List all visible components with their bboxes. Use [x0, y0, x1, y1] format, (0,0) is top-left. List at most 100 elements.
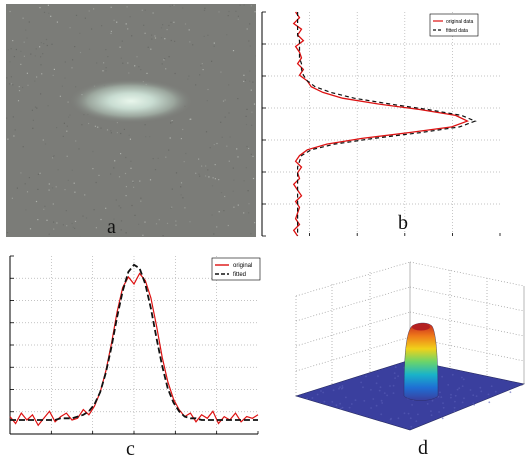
- chart-d-floor-noise: [439, 391, 441, 394]
- chart-d-floor-noise: [453, 410, 456, 413]
- chart-d-floor-noise: [397, 417, 400, 420]
- chart-d-floor-noise: [380, 399, 383, 402]
- chart-d-floor-noise: [453, 406, 456, 409]
- chart-d-floor-noise: [338, 387, 340, 390]
- chart-d-grid-line: [295, 311, 411, 347]
- chart-d-floor-noise: [461, 385, 464, 387]
- chart-d-floor-noise: [509, 391, 512, 394]
- chart-d-floor-noise: [363, 400, 366, 402]
- chart-b-legend: original data fitted data: [429, 13, 479, 37]
- chart-b: original data fitted data: [261, 11, 501, 237]
- chart-d-floor-noise: [372, 398, 375, 400]
- panel-b-vertical-profile: original data fitted data b: [258, 4, 530, 240]
- chart-d-floor-noise: [415, 420, 418, 423]
- chart-d-floor-noise: [375, 382, 378, 385]
- chart-d-floor-noise: [461, 376, 463, 379]
- chart-d-floor-noise: [454, 400, 456, 403]
- chart-d-floor-noise: [451, 373, 454, 376]
- chart-c-series-original: [9, 272, 259, 427]
- spot-photo-image: [6, 4, 257, 238]
- chart-d-floor-noise: [360, 381, 362, 384]
- chart-d-floor-noise: [340, 407, 342, 410]
- chart-d-floor-noise: [397, 375, 399, 378]
- chart-d-grid-line: [295, 261, 411, 297]
- chart-d-floor-noise: [386, 394, 388, 397]
- chart-d-floor-noise: [479, 386, 482, 389]
- panel-d-surface-plot: d: [282, 260, 530, 459]
- chart-d-floor-noise: [322, 391, 325, 394]
- chart-b-series-fitted: [296, 12, 477, 236]
- chart-b-series-original: [292, 11, 470, 237]
- chart-d-floor-noise: [450, 396, 452, 399]
- chart-b-legend-label: original data: [446, 19, 473, 25]
- chart-d-floor-noise: [350, 403, 353, 405]
- chart-d-floor-noise: [488, 401, 491, 404]
- light-spot: [69, 79, 193, 123]
- chart-d-floor-noise: [461, 401, 464, 404]
- panel-c-horizontal-profile: original fitted c: [0, 248, 262, 460]
- panel-b-label: b: [398, 212, 408, 234]
- chart-d-floor-noise: [469, 389, 472, 391]
- chart-d-floor-noise: [417, 413, 419, 416]
- chart-d-floor-noise: [394, 377, 396, 379]
- chart-d-grid-line: [409, 286, 525, 312]
- chart-d-floor-noise: [331, 401, 334, 403]
- chart-d-floor-noise: [365, 375, 367, 378]
- panel-a-label: a: [107, 216, 116, 238]
- chart-d-floor-noise: [430, 410, 432, 413]
- chart-d-box-grid: [295, 261, 525, 397]
- chart-d-floor-noise: [473, 403, 476, 406]
- chart-d-floor-noise: [379, 386, 382, 389]
- panel-d-label: d: [418, 437, 428, 459]
- chart-d-floor-noise: [370, 407, 372, 409]
- chart-d-floor-noise: [407, 412, 410, 415]
- chart-d-floor-noise: [441, 375, 443, 378]
- chart-d-floor-noise: [377, 375, 379, 378]
- chart-d-floor-noise: [383, 392, 386, 394]
- chart-d-floor-noise: [447, 384, 450, 386]
- chart-c-series-fitted: [10, 263, 258, 421]
- chart-d-floor-noise: [458, 387, 461, 389]
- chart-c-legend-label: fitted: [233, 272, 246, 278]
- chart-d-floor-noise: [332, 389, 335, 392]
- chart-d-floor-noise: [345, 396, 347, 399]
- chart-d-floor-noise: [456, 388, 459, 391]
- chart-d-floor-noise: [394, 366, 397, 368]
- chart-d-floor-noise: [411, 404, 413, 406]
- panel-a-photo: a: [6, 4, 257, 238]
- chart-d-grid-line: [295, 286, 411, 322]
- chart-d-floor-noise: [410, 425, 413, 428]
- chart-d-floor-noise: [362, 386, 364, 389]
- chart-d-floor-noise: [494, 390, 497, 393]
- chart-c-legend: original fitted: [211, 257, 261, 281]
- chart-d-floor-noise: [431, 399, 434, 402]
- chart-d-floor-noise: [341, 406, 344, 409]
- chart-d-floor-noise: [354, 399, 357, 401]
- chart-b-legend-box: [429, 13, 479, 37]
- chart-d-grid-line: [409, 261, 525, 287]
- chart-d-floor-noise: [442, 406, 445, 409]
- chart-d-floor-noise: [390, 417, 392, 420]
- chart-d-floor-noise: [341, 386, 344, 389]
- chart-d-peak: [403, 322, 439, 401]
- chart-d-floor-noise: [472, 394, 475, 397]
- chart-d-floor-noise: [463, 397, 465, 400]
- chart-d-floor-noise: [475, 395, 478, 397]
- chart-d-grid-line: [295, 336, 411, 372]
- chart-d-floor-noise: [480, 390, 483, 393]
- chart-d-floor-noise: [341, 385, 344, 387]
- chart-d-floor-noise: [348, 406, 351, 409]
- chart-d: [294, 261, 526, 431]
- chart-d-floor-noise: [450, 393, 452, 396]
- chart-d-floor-noise: [370, 388, 372, 391]
- chart-d-peak-top: [412, 323, 430, 331]
- chart-d-floor-noise: [438, 411, 440, 413]
- chart-d-floor-noise: [454, 394, 457, 397]
- chart-d-floor-noise: [430, 414, 433, 417]
- chart-d-floor-noise: [392, 392, 395, 394]
- chart-d-floor-noise: [441, 417, 444, 420]
- chart-d-floor-noise: [316, 393, 319, 396]
- chart-c-legend-label: original: [233, 263, 252, 269]
- chart-d-floor-noise: [323, 400, 326, 403]
- chart-d-floor-noise: [409, 417, 412, 420]
